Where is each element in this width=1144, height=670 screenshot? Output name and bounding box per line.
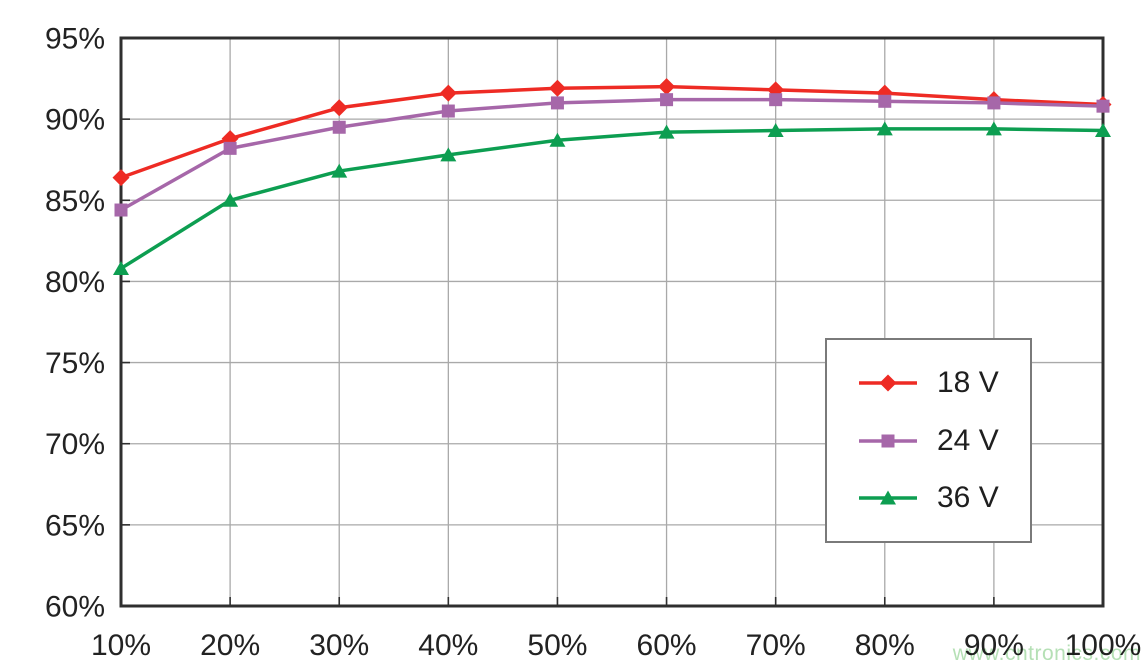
series-24-v [114, 93, 1110, 217]
series-36-v-point-10 [113, 260, 129, 275]
x-axis-label-30: 30% [309, 629, 369, 662]
series-24-v-point-50 [550, 96, 564, 110]
series-24-v-point-10 [114, 203, 128, 217]
x-axis-label-40: 40% [418, 629, 478, 662]
y-axis-label-95: 95% [45, 23, 105, 56]
x-axis-label-50: 50% [527, 629, 587, 662]
series-18-v-point-30 [330, 99, 348, 117]
series-36-v-point-90 [985, 121, 1002, 136]
series-24-v-point-80 [878, 94, 892, 108]
x-axis-label-80: 80% [855, 629, 915, 662]
legend-glyph-36-v [880, 490, 896, 505]
plot-border [119, 36, 1105, 608]
series-36-v-point-20 [222, 192, 239, 207]
legend-label-36-v: 36 V [937, 481, 999, 515]
y-axis-label-80: 80% [45, 266, 105, 299]
legend-marker-24-v-icon [859, 434, 917, 447]
x-axis-label-70: 70% [746, 629, 806, 662]
series-18-v-line [119, 84, 1105, 180]
y-axis-label-60: 60% [45, 591, 105, 624]
series-36-v-point-30 [331, 163, 348, 178]
series-36-v [113, 121, 1111, 275]
legend-item-18-v: 18 V [859, 365, 1030, 399]
series-18-v-point-10 [112, 169, 130, 187]
legend-item-36-v: 36 V [859, 483, 1030, 513]
x-axis-label-100: 100% [1065, 629, 1142, 662]
legend-item-24-v: 24 V [859, 423, 1030, 457]
watermark: www.cntronics.com [952, 642, 1141, 665]
y-axis-label-70: 70% [45, 428, 105, 461]
series-36-v-point-70 [767, 123, 784, 138]
series-36-v-point-50 [549, 132, 566, 147]
legend: 18 V 24 V 36 V [825, 338, 1032, 543]
series-24-v-point-20 [223, 141, 237, 155]
series-18-v-point-60 [658, 78, 676, 96]
series-24-v-point-60 [660, 93, 674, 107]
legend-marker-18-v-icon [859, 374, 917, 392]
legend-label-24-v: 24 V [937, 423, 999, 457]
x-axis-label-60: 60% [637, 629, 697, 662]
series-18-v-point-50 [548, 79, 566, 97]
x-axis-label-90: 90% [964, 629, 1024, 662]
series-24-v-point-70 [769, 93, 783, 107]
series-24-v-point-40 [441, 104, 455, 118]
legend-marker-36-v-icon [859, 490, 917, 505]
series-24-v-point-90 [987, 96, 1001, 110]
series-36-v-point-100 [1095, 123, 1111, 138]
y-axis-label-85: 85% [45, 185, 105, 218]
series-36-v-point-60 [658, 124, 675, 139]
x-axis-label-10: 10% [91, 629, 151, 662]
series-24-v-point-100 [1096, 99, 1110, 113]
series-24-v-point-30 [332, 120, 346, 134]
series-18-v [112, 78, 1112, 187]
y-axis-label-75: 75% [45, 347, 105, 380]
legend-glyph-18-v [879, 374, 897, 392]
legend-label-18-v: 18 V [937, 365, 999, 399]
y-axis-label-90: 90% [45, 104, 105, 137]
x-axis-label-20: 20% [200, 629, 260, 662]
y-axis-label-65: 65% [45, 509, 105, 542]
legend-glyph-24-v [881, 434, 895, 447]
series-36-v-point-40 [440, 147, 457, 162]
series-36-v-point-80 [876, 121, 893, 136]
series-18-v-point-40 [439, 84, 457, 102]
series-24-v-line [119, 97, 1105, 212]
series-36-v-line [119, 127, 1105, 271]
